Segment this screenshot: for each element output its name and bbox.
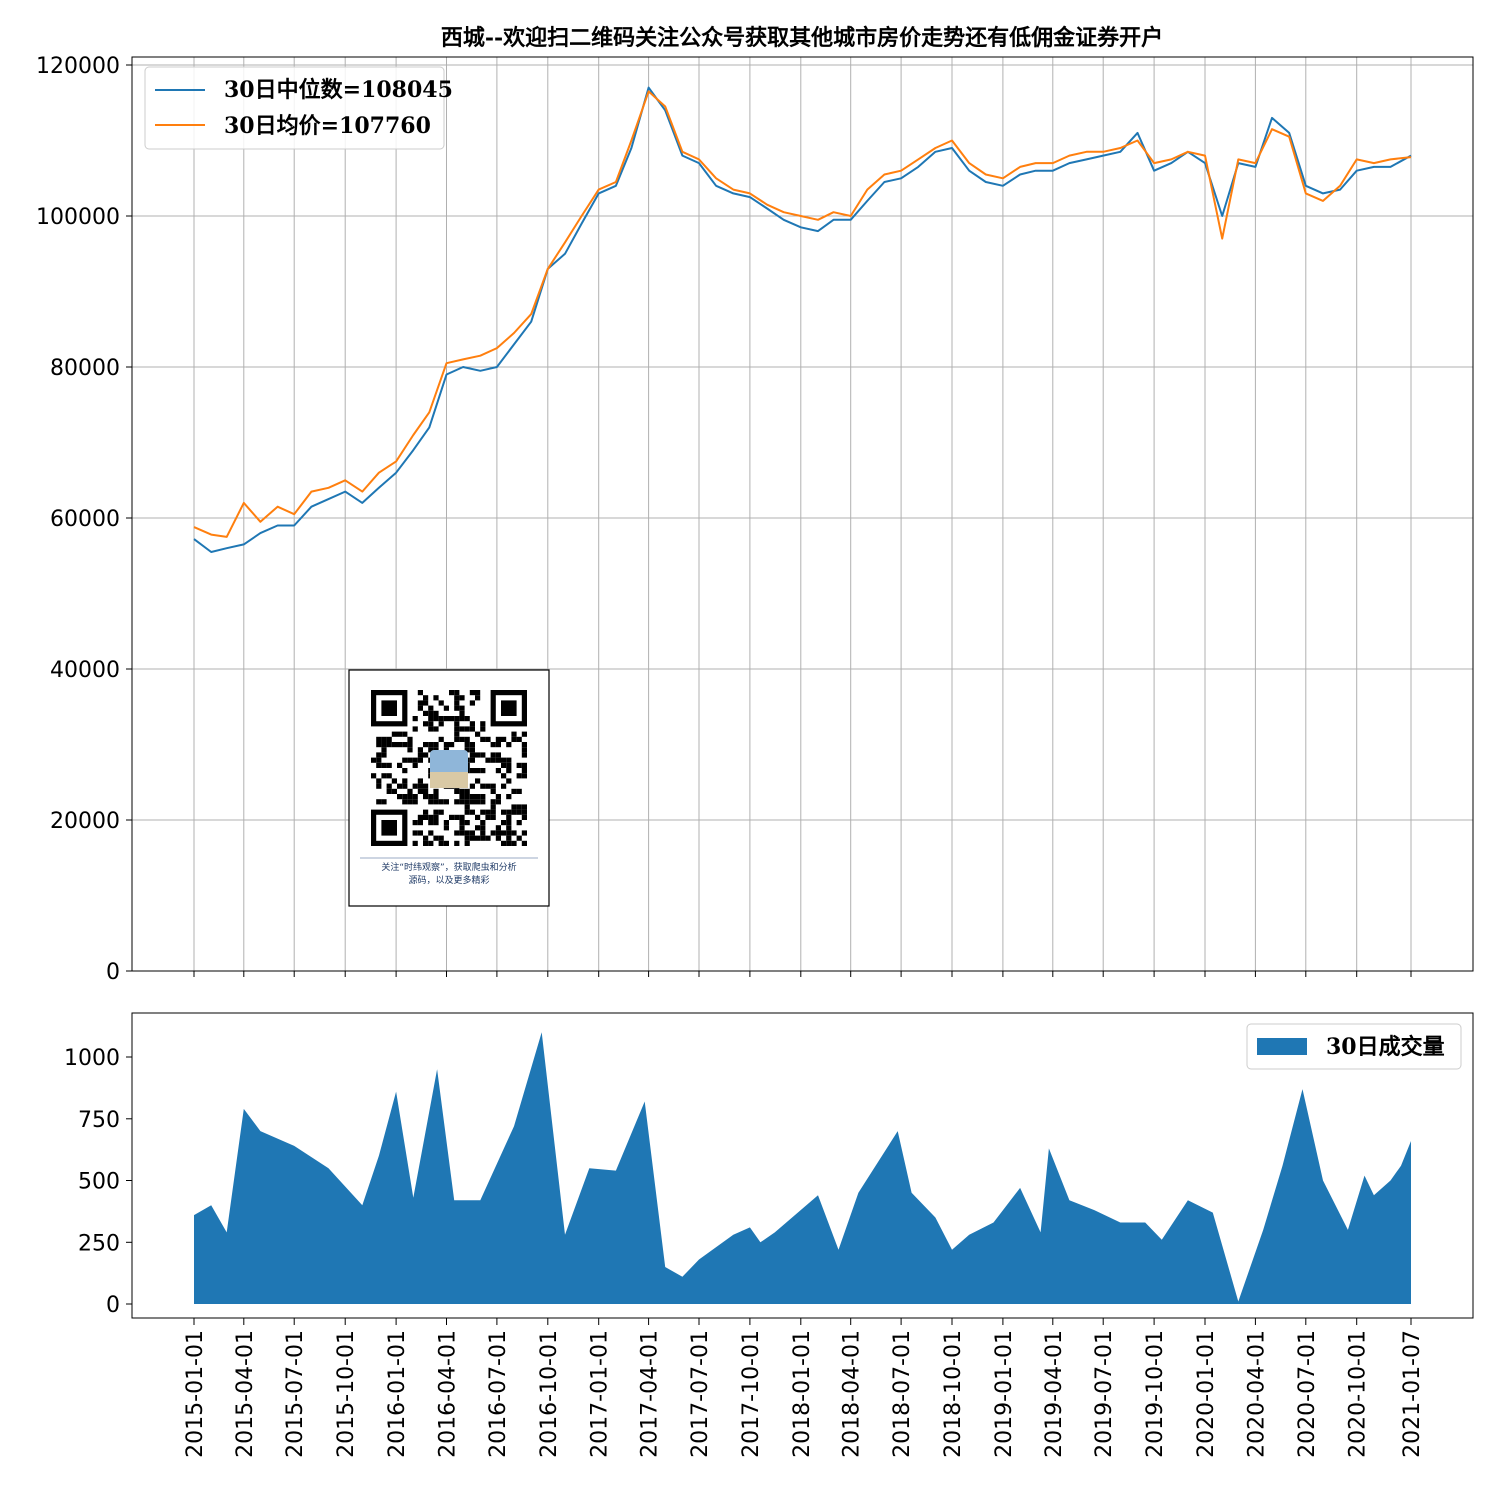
volume-y-ticks: 0 250 500 750 1000	[64, 1046, 132, 1318]
x-tick-label: 2018-01-01	[790, 1330, 815, 1458]
x-tick-label: 2019-01-01	[992, 1330, 1017, 1458]
x-tick-label: 2020-10-01	[1346, 1330, 1371, 1458]
x-tick-label: 2015-01-01	[183, 1330, 208, 1458]
price-y-ticks: 0 20000 40000 60000 80000 100000 120000	[36, 54, 132, 985]
legend-label-volume: 30日成交量	[1326, 1034, 1445, 1060]
chart-title: 西城--欢迎扫二维码关注公众号获取其他城市房价走势还有低佣金证券开户	[441, 25, 1163, 51]
median-price-line	[193, 86, 1412, 553]
qr-caption-line2: 源码，以及更多精彩	[408, 874, 489, 886]
x-tick-label: 2017-07-01	[688, 1330, 713, 1458]
y-tick-label: 40000	[50, 658, 120, 683]
y-tick-label: 0	[106, 1293, 120, 1318]
x-tick-label: 2016-07-01	[486, 1330, 511, 1458]
qr-caption-line1: 关注“时纬观察”，获取爬虫和分析	[381, 861, 516, 873]
volume-axes-frame	[131, 1012, 1474, 1319]
legend-label-median: 30日中位数=108045	[224, 77, 453, 103]
x-tick-label: 2017-10-01	[739, 1330, 764, 1458]
y-tick-label: 120000	[36, 54, 120, 79]
y-tick-label: 500	[78, 1170, 120, 1195]
price-legend: 30日中位数=108045 30日均价=107760	[144, 66, 453, 150]
y-tick-label: 250	[78, 1231, 120, 1256]
average-price-line	[193, 90, 1412, 538]
x-tick-label: 2019-10-01	[1143, 1330, 1168, 1458]
x-tick-label: 2019-07-01	[1092, 1330, 1117, 1458]
x-tick-label: 2016-01-01	[385, 1330, 410, 1458]
x-tick-label: 2015-07-01	[283, 1330, 308, 1458]
price-series	[193, 86, 1412, 553]
legend-swatch-volume	[1257, 1038, 1307, 1055]
volume-x-ticks: 2015-01-01 2015-04-01 2015-07-01 2015-10-01…	[183, 1318, 1425, 1458]
y-tick-label: 1000	[64, 1046, 120, 1071]
x-tick-label: 2018-04-01	[840, 1330, 865, 1458]
volume-area	[194, 1032, 1411, 1304]
y-tick-label: 20000	[50, 809, 120, 834]
y-tick-label: 80000	[50, 356, 120, 381]
y-tick-label: 0	[106, 960, 120, 985]
x-tick-label: 2020-04-01	[1244, 1330, 1269, 1458]
x-tick-label: 2017-01-01	[588, 1330, 613, 1458]
x-tick-label: 2019-04-01	[1042, 1330, 1067, 1458]
price-axes-frame	[131, 56, 1474, 972]
x-tick-label: 2020-01-01	[1194, 1330, 1219, 1458]
price-x-ticks	[193, 971, 1412, 977]
x-tick-label: 2015-10-01	[334, 1330, 359, 1458]
x-tick-label: 2020-07-01	[1295, 1330, 1320, 1458]
x-tick-label: 2018-10-01	[941, 1330, 966, 1458]
x-tick-label: 2017-04-01	[638, 1330, 663, 1458]
x-tick-label: 2021-01-07	[1400, 1330, 1425, 1458]
volume-legend: 30日成交量	[1246, 1023, 1462, 1070]
y-tick-label: 100000	[36, 205, 120, 230]
y-tick-label: 750	[78, 1108, 120, 1133]
x-tick-label: 2016-10-01	[537, 1330, 562, 1458]
x-tick-label: 2018-07-01	[890, 1330, 915, 1458]
volume-series	[194, 1032, 1411, 1304]
x-tick-label: 2015-04-01	[233, 1330, 258, 1458]
legend-label-average: 30日均价=107760	[224, 113, 431, 139]
x-tick-label: 2016-04-01	[436, 1330, 461, 1458]
y-tick-label: 60000	[50, 507, 120, 532]
qr-code-inset: 关注“时纬观察”，获取爬虫和分析 源码，以及更多精彩	[348, 669, 550, 907]
